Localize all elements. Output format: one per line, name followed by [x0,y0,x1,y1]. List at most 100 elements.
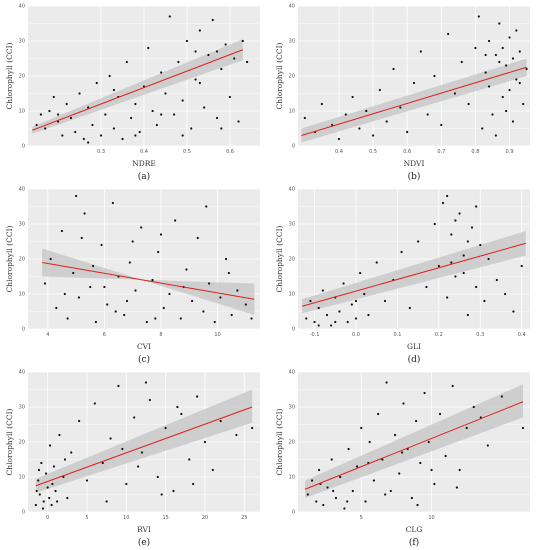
data-point [230,313,233,317]
data-point [99,134,103,137]
confidence-band [301,58,527,143]
data-point [74,130,77,134]
data-point [60,229,64,233]
data-point [334,496,338,500]
data-point [35,489,38,493]
data-point [367,313,370,317]
data-point [196,236,199,240]
data-point [467,102,470,106]
y-tick-label: 30 [19,222,25,228]
y-tick-label: 10 [289,109,295,115]
x-tick-label: 0.0 [352,332,360,338]
data-point [458,212,461,215]
data-point [121,137,124,141]
data-point [487,85,491,88]
data-point [181,99,184,102]
data-point [202,310,205,313]
data-point [518,50,521,53]
data-point [78,92,81,95]
data-point [465,426,468,430]
regression-line [301,66,527,136]
data-point [174,219,177,222]
data-point [500,395,503,398]
data-point [360,426,363,430]
data-point [402,402,405,405]
data-point [37,468,41,472]
data-point [219,296,222,299]
data-point [85,479,89,482]
x-tick-label: 0.6 [226,149,234,155]
data-point [147,46,150,50]
data-point [444,454,447,458]
x-tick-label: 0.2 [435,332,443,338]
data-point [220,127,223,130]
data-point [194,50,197,53]
data-point [133,416,136,419]
y-tick-label: 20 [289,74,295,80]
data-point [339,475,342,479]
data-point [74,194,78,198]
data-point [344,113,347,116]
data-point [325,313,329,317]
data-point [358,127,361,130]
data-point [176,405,179,409]
data-point [303,116,306,120]
data-point [454,275,457,278]
data-point [504,292,507,296]
data-point [233,57,236,60]
data-point [93,402,96,405]
data-point [425,285,428,289]
data-point [185,39,189,43]
data-point [338,310,341,313]
data-point [134,289,137,292]
data-point [104,113,107,116]
data-point [508,36,511,39]
data-point [160,71,163,74]
x-axis-label: CLG [406,525,423,534]
data-point [487,257,490,261]
data-point [479,243,482,247]
x-tick-label: 4 [46,332,49,338]
data-point [188,458,191,461]
data-point [393,433,397,437]
data-point [168,292,171,296]
data-point [433,482,436,486]
panel-caption: (c) [138,354,150,365]
data-point [82,137,85,141]
y-tick-label: 30 [19,405,25,411]
data-point [511,57,515,60]
x-tick-label: 0.4 [335,149,343,155]
data-point [70,451,73,454]
data-point [160,493,163,496]
data-point [125,482,128,486]
regression-line [302,242,526,307]
data-point [317,306,320,310]
data-point [162,306,165,310]
data-point [111,201,114,205]
data-point [77,296,81,299]
data-point [520,264,523,268]
data-point [48,444,52,447]
x-tick-label: 15 [162,515,168,521]
scatter-plot-d: 0 10 20 30 40 -0.1 0.0 0.1 0.2 0.3 0.4 Chlorophyll … [275,187,530,365]
data-point [190,299,194,303]
y-tick-label: 10 [289,292,295,298]
y-axis-label: Chlorophyll (CCI) [5,408,14,475]
data-point [55,500,59,503]
data-point [525,67,528,71]
data-point [346,500,349,503]
data-point [383,299,387,303]
data-point [346,320,349,324]
x-axis-label: GLI [407,342,421,351]
data-point [505,109,508,113]
data-point [134,134,137,137]
data-point [168,15,171,18]
panel-caption: (b) [408,171,421,182]
x-axis-label: RVI [137,525,151,534]
y-tick-label: 0 [22,510,25,516]
x-tick-label: 0 [46,515,49,521]
data-point [156,475,159,479]
data-point [159,233,163,236]
data-point [80,236,83,240]
data-point [438,412,442,416]
